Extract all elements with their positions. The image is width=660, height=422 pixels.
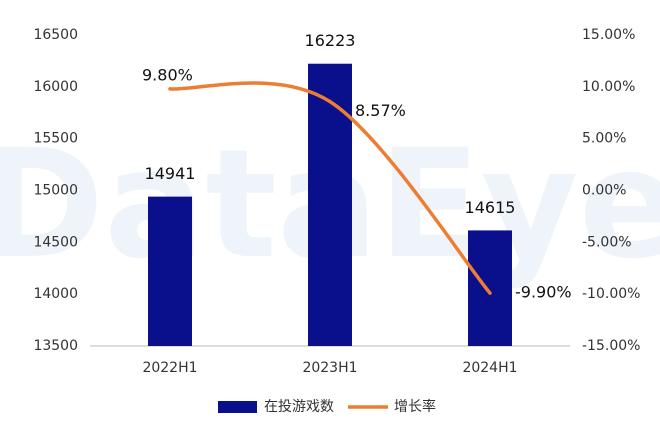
y-tick-label: 14500	[33, 234, 78, 250]
x-tick-label: 2024H1	[462, 360, 517, 376]
y2-tick-label: -15.00%	[582, 338, 640, 354]
value-label: -9.90%	[515, 283, 572, 302]
y-tick-label: 14000	[33, 286, 78, 302]
legend-swatch	[218, 401, 257, 413]
value-label: 8.57%	[355, 101, 406, 120]
bar	[148, 196, 192, 346]
legend-label: 增长率	[394, 398, 436, 415]
y2-tick-label: 0.00%	[582, 183, 626, 199]
x-tick-label: 2022H1	[142, 360, 197, 376]
value-label: 14941	[145, 164, 196, 183]
y-tick-label: 13500	[33, 338, 78, 354]
y2-tick-label: -10.00%	[582, 286, 640, 302]
y-tick-label: 15000	[33, 183, 78, 199]
line	[168, 81, 492, 295]
y2-tick-label: 5.00%	[582, 131, 626, 147]
value-label: 14615	[465, 198, 516, 217]
legend-label: 在投游戏数	[264, 399, 334, 415]
y-tick-label: 16500	[33, 27, 78, 43]
value-label: 9.80%	[142, 65, 193, 84]
y-tick-label: 16000	[33, 79, 78, 95]
y2-tick-label: -5.00%	[582, 234, 632, 250]
bar	[468, 230, 512, 346]
x-tick-label: 2023H1	[302, 360, 357, 376]
y2-tick-label: 15.00%	[582, 27, 635, 43]
bar	[308, 63, 352, 346]
y2-tick-label: 10.00%	[582, 79, 635, 95]
y-tick-label: 15500	[33, 131, 78, 147]
value-label: 16223	[305, 31, 356, 50]
